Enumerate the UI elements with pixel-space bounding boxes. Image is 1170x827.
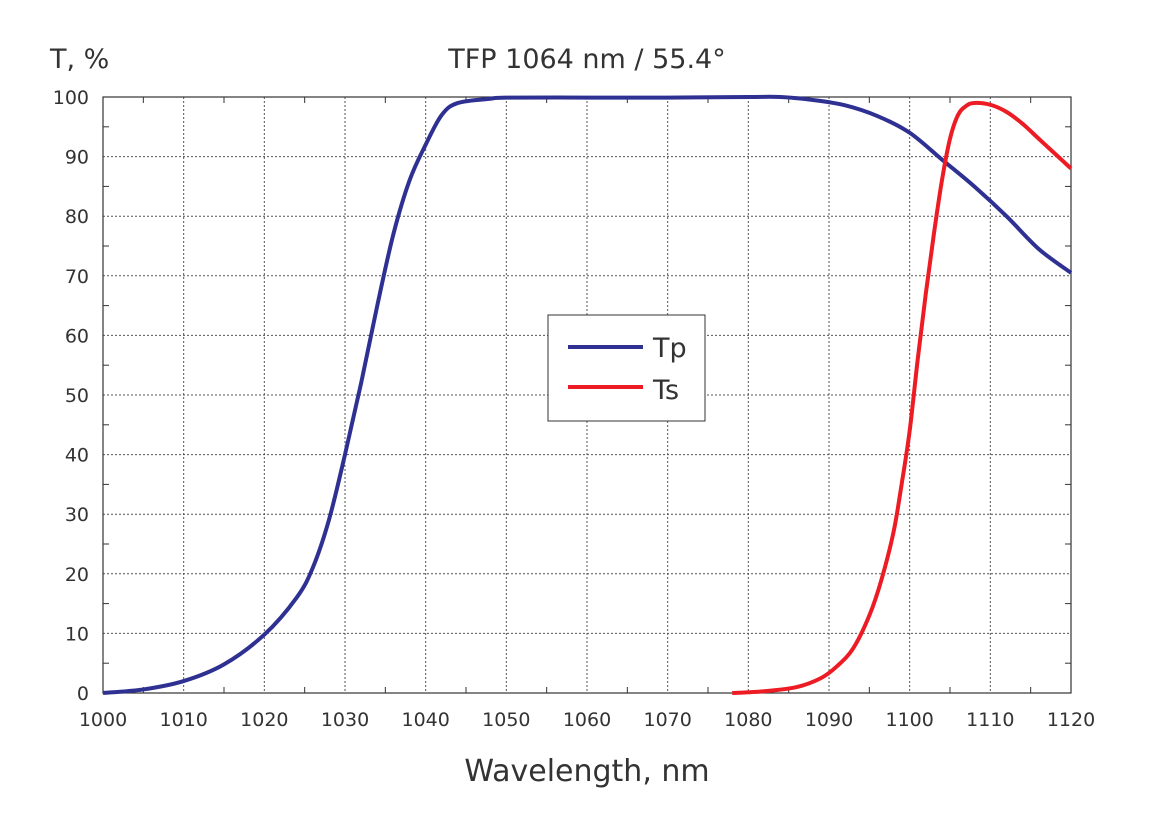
legend-label-ts: Ts xyxy=(652,375,679,406)
x-tick-label: 1070 xyxy=(643,709,691,731)
y-tick-labels: 0 10 20 30 40 50 60 70 80 90 100 xyxy=(53,87,89,705)
y-tick-label: 20 xyxy=(65,564,89,586)
x-tick-labels: 1000 1010 1020 1030 1040 1050 1060 1070 1080 1090… xyxy=(79,709,1095,731)
y-axis-label: T, % xyxy=(49,44,109,75)
legend-box xyxy=(547,314,706,422)
series-layer xyxy=(102,94,1073,695)
y-tick-label: 0 xyxy=(77,683,89,705)
y-tick-label: 100 xyxy=(53,87,89,109)
chart-title: TFP 1064 nm / 55.4° xyxy=(447,44,725,75)
y-tick-label: 90 xyxy=(65,147,89,169)
x-tick-label: 1060 xyxy=(563,709,611,731)
x-tick-label: 1120 xyxy=(1047,709,1095,731)
y-tick-label: 40 xyxy=(65,445,89,467)
x-tick-label: 1020 xyxy=(240,709,288,731)
y-tick-label: 30 xyxy=(65,504,89,526)
legend: Tp Ts xyxy=(547,314,706,422)
x-tick-label: 1040 xyxy=(401,709,449,731)
y-tick-label: 10 xyxy=(65,623,89,645)
x-tick-label: 1110 xyxy=(966,709,1014,731)
y-tick-label: 50 xyxy=(65,385,89,407)
x-tick-label: 1010 xyxy=(159,709,207,731)
x-axis-label: Wavelength, nm xyxy=(464,754,709,789)
x-tick-label: 1050 xyxy=(482,709,530,731)
x-tick-label: 1090 xyxy=(805,709,853,731)
y-tick-label: 80 xyxy=(65,206,89,228)
y-tick-label: 60 xyxy=(65,325,89,347)
x-tick-label: 1030 xyxy=(321,709,369,731)
x-tick-label: 1080 xyxy=(724,709,772,731)
x-tick-label: 1000 xyxy=(79,709,127,731)
series-line-tp xyxy=(102,94,1073,695)
series-line-ts xyxy=(732,100,1073,695)
legend-label-tp: Tp xyxy=(652,333,687,364)
x-tick-label: 1100 xyxy=(885,709,933,731)
y-tick-label: 70 xyxy=(65,266,89,288)
